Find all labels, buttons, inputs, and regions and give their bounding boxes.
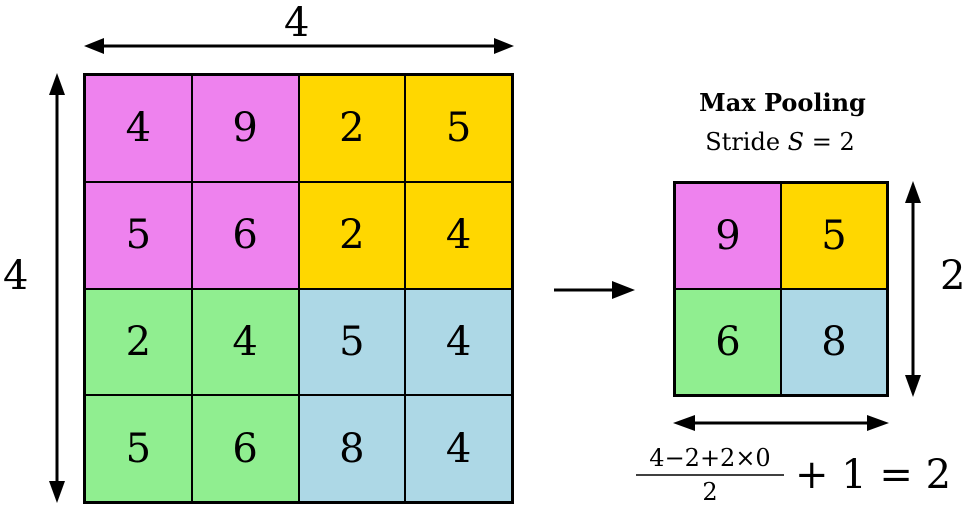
input-cell: 2 <box>298 75 406 182</box>
input-cell: 4 <box>405 395 512 502</box>
input-cell: 2 <box>85 288 192 396</box>
output-cell: 5 <box>781 183 887 289</box>
input-cell: 8 <box>298 395 406 502</box>
output-cell: 6 <box>675 289 781 395</box>
input-width-label: 4 <box>284 0 310 46</box>
output-cell: 8 <box>781 289 887 395</box>
operation-title: Max Pooling <box>699 88 866 117</box>
input-cell: 2 <box>298 181 406 289</box>
input-cell: 9 <box>191 75 299 182</box>
formula-rest: + 1 = 2 <box>795 452 952 498</box>
stride-variable: S <box>787 128 805 156</box>
formula-denominator: 2 <box>702 478 718 506</box>
input-cell: 4 <box>85 75 192 182</box>
input-cell: 4 <box>191 288 299 396</box>
output-height-label: 2 <box>940 253 966 299</box>
input-cell: 6 <box>191 181 299 289</box>
input-cell: 4 <box>405 288 512 396</box>
input-cell: 5 <box>85 181 192 289</box>
stride-label: Stride S = 2 <box>660 128 900 156</box>
output-cell: 9 <box>675 183 781 289</box>
input-height-label: 4 <box>3 253 29 299</box>
stride-prefix: Stride <box>705 128 788 156</box>
stride-value: = 2 <box>804 128 855 156</box>
input-cell: 6 <box>191 395 299 502</box>
input-cell: 5 <box>85 395 192 502</box>
input-cell: 5 <box>405 75 512 182</box>
input-cell: 5 <box>298 288 406 396</box>
input-cell: 4 <box>405 181 512 289</box>
formula-numerator: 4−2+2×0 <box>649 444 771 472</box>
